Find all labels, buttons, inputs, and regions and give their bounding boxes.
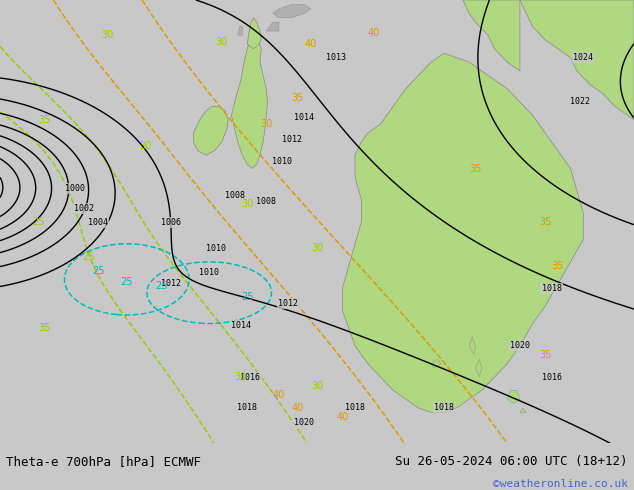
Text: 1012: 1012 — [161, 279, 181, 288]
Text: 40: 40 — [292, 403, 304, 413]
Text: 35: 35 — [539, 350, 552, 360]
Polygon shape — [463, 0, 520, 71]
Text: 1010: 1010 — [205, 244, 226, 253]
Polygon shape — [507, 390, 520, 404]
Text: 30: 30 — [241, 199, 254, 209]
Text: 40: 40 — [336, 412, 349, 422]
Text: 1020: 1020 — [510, 342, 530, 350]
Text: 1018: 1018 — [345, 403, 365, 413]
Text: 40: 40 — [304, 39, 317, 49]
Text: 30: 30 — [101, 30, 114, 41]
Polygon shape — [431, 359, 441, 368]
Text: 1012: 1012 — [281, 135, 302, 144]
Text: 1024: 1024 — [573, 53, 593, 62]
Text: 35: 35 — [38, 115, 51, 125]
Text: 40: 40 — [273, 390, 285, 400]
Text: Su 26-05-2024 06:00 UTC (18+12): Su 26-05-2024 06:00 UTC (18+12) — [395, 455, 628, 467]
Text: 1014: 1014 — [231, 321, 251, 330]
Text: 25: 25 — [241, 292, 254, 302]
Text: 1002: 1002 — [74, 204, 94, 213]
Text: 1000: 1000 — [65, 184, 85, 193]
Text: ©weatheronline.co.uk: ©weatheronline.co.uk — [493, 479, 628, 490]
Text: 30: 30 — [311, 381, 323, 391]
Text: 30: 30 — [216, 37, 228, 47]
Text: 1016: 1016 — [541, 373, 562, 382]
Polygon shape — [238, 26, 242, 35]
Text: 1008: 1008 — [256, 197, 276, 206]
Polygon shape — [266, 22, 279, 31]
Polygon shape — [342, 53, 583, 413]
Text: 1006: 1006 — [161, 218, 181, 227]
Polygon shape — [520, 0, 634, 120]
Text: 25: 25 — [32, 217, 44, 227]
Text: 1018: 1018 — [237, 403, 257, 413]
Text: 1004: 1004 — [88, 218, 108, 227]
Text: Theta-e 700hPa [hPa] ECMWF: Theta-e 700hPa [hPa] ECMWF — [6, 455, 202, 467]
Polygon shape — [476, 359, 482, 377]
Text: 35: 35 — [552, 261, 564, 271]
Text: 30: 30 — [139, 141, 152, 151]
Text: 30: 30 — [235, 372, 247, 382]
Text: 35: 35 — [292, 93, 304, 102]
Polygon shape — [231, 35, 268, 169]
Text: 30: 30 — [260, 119, 273, 129]
Polygon shape — [273, 4, 311, 18]
Text: 1018: 1018 — [434, 403, 454, 413]
Text: 35: 35 — [469, 164, 482, 173]
Text: 1022: 1022 — [570, 98, 590, 106]
Text: 25: 25 — [92, 266, 105, 275]
Text: 25: 25 — [155, 281, 168, 291]
Text: 35: 35 — [539, 217, 552, 227]
Text: 25: 25 — [82, 252, 95, 262]
Text: 1010: 1010 — [272, 157, 292, 167]
Polygon shape — [469, 337, 476, 355]
Text: 1020: 1020 — [294, 418, 314, 427]
Text: 1018: 1018 — [541, 284, 562, 293]
Polygon shape — [247, 18, 261, 49]
Polygon shape — [520, 408, 526, 413]
Text: 30: 30 — [311, 244, 323, 253]
Text: 35: 35 — [38, 323, 51, 333]
Text: 1012: 1012 — [278, 299, 299, 308]
Text: 25: 25 — [120, 276, 133, 287]
Text: 1010: 1010 — [199, 268, 219, 277]
Text: 1014: 1014 — [294, 113, 314, 122]
Polygon shape — [193, 106, 228, 155]
Text: 40: 40 — [368, 28, 380, 38]
Text: 1013: 1013 — [326, 53, 346, 62]
Text: 1016: 1016 — [240, 373, 261, 382]
Text: 1008: 1008 — [224, 191, 245, 199]
